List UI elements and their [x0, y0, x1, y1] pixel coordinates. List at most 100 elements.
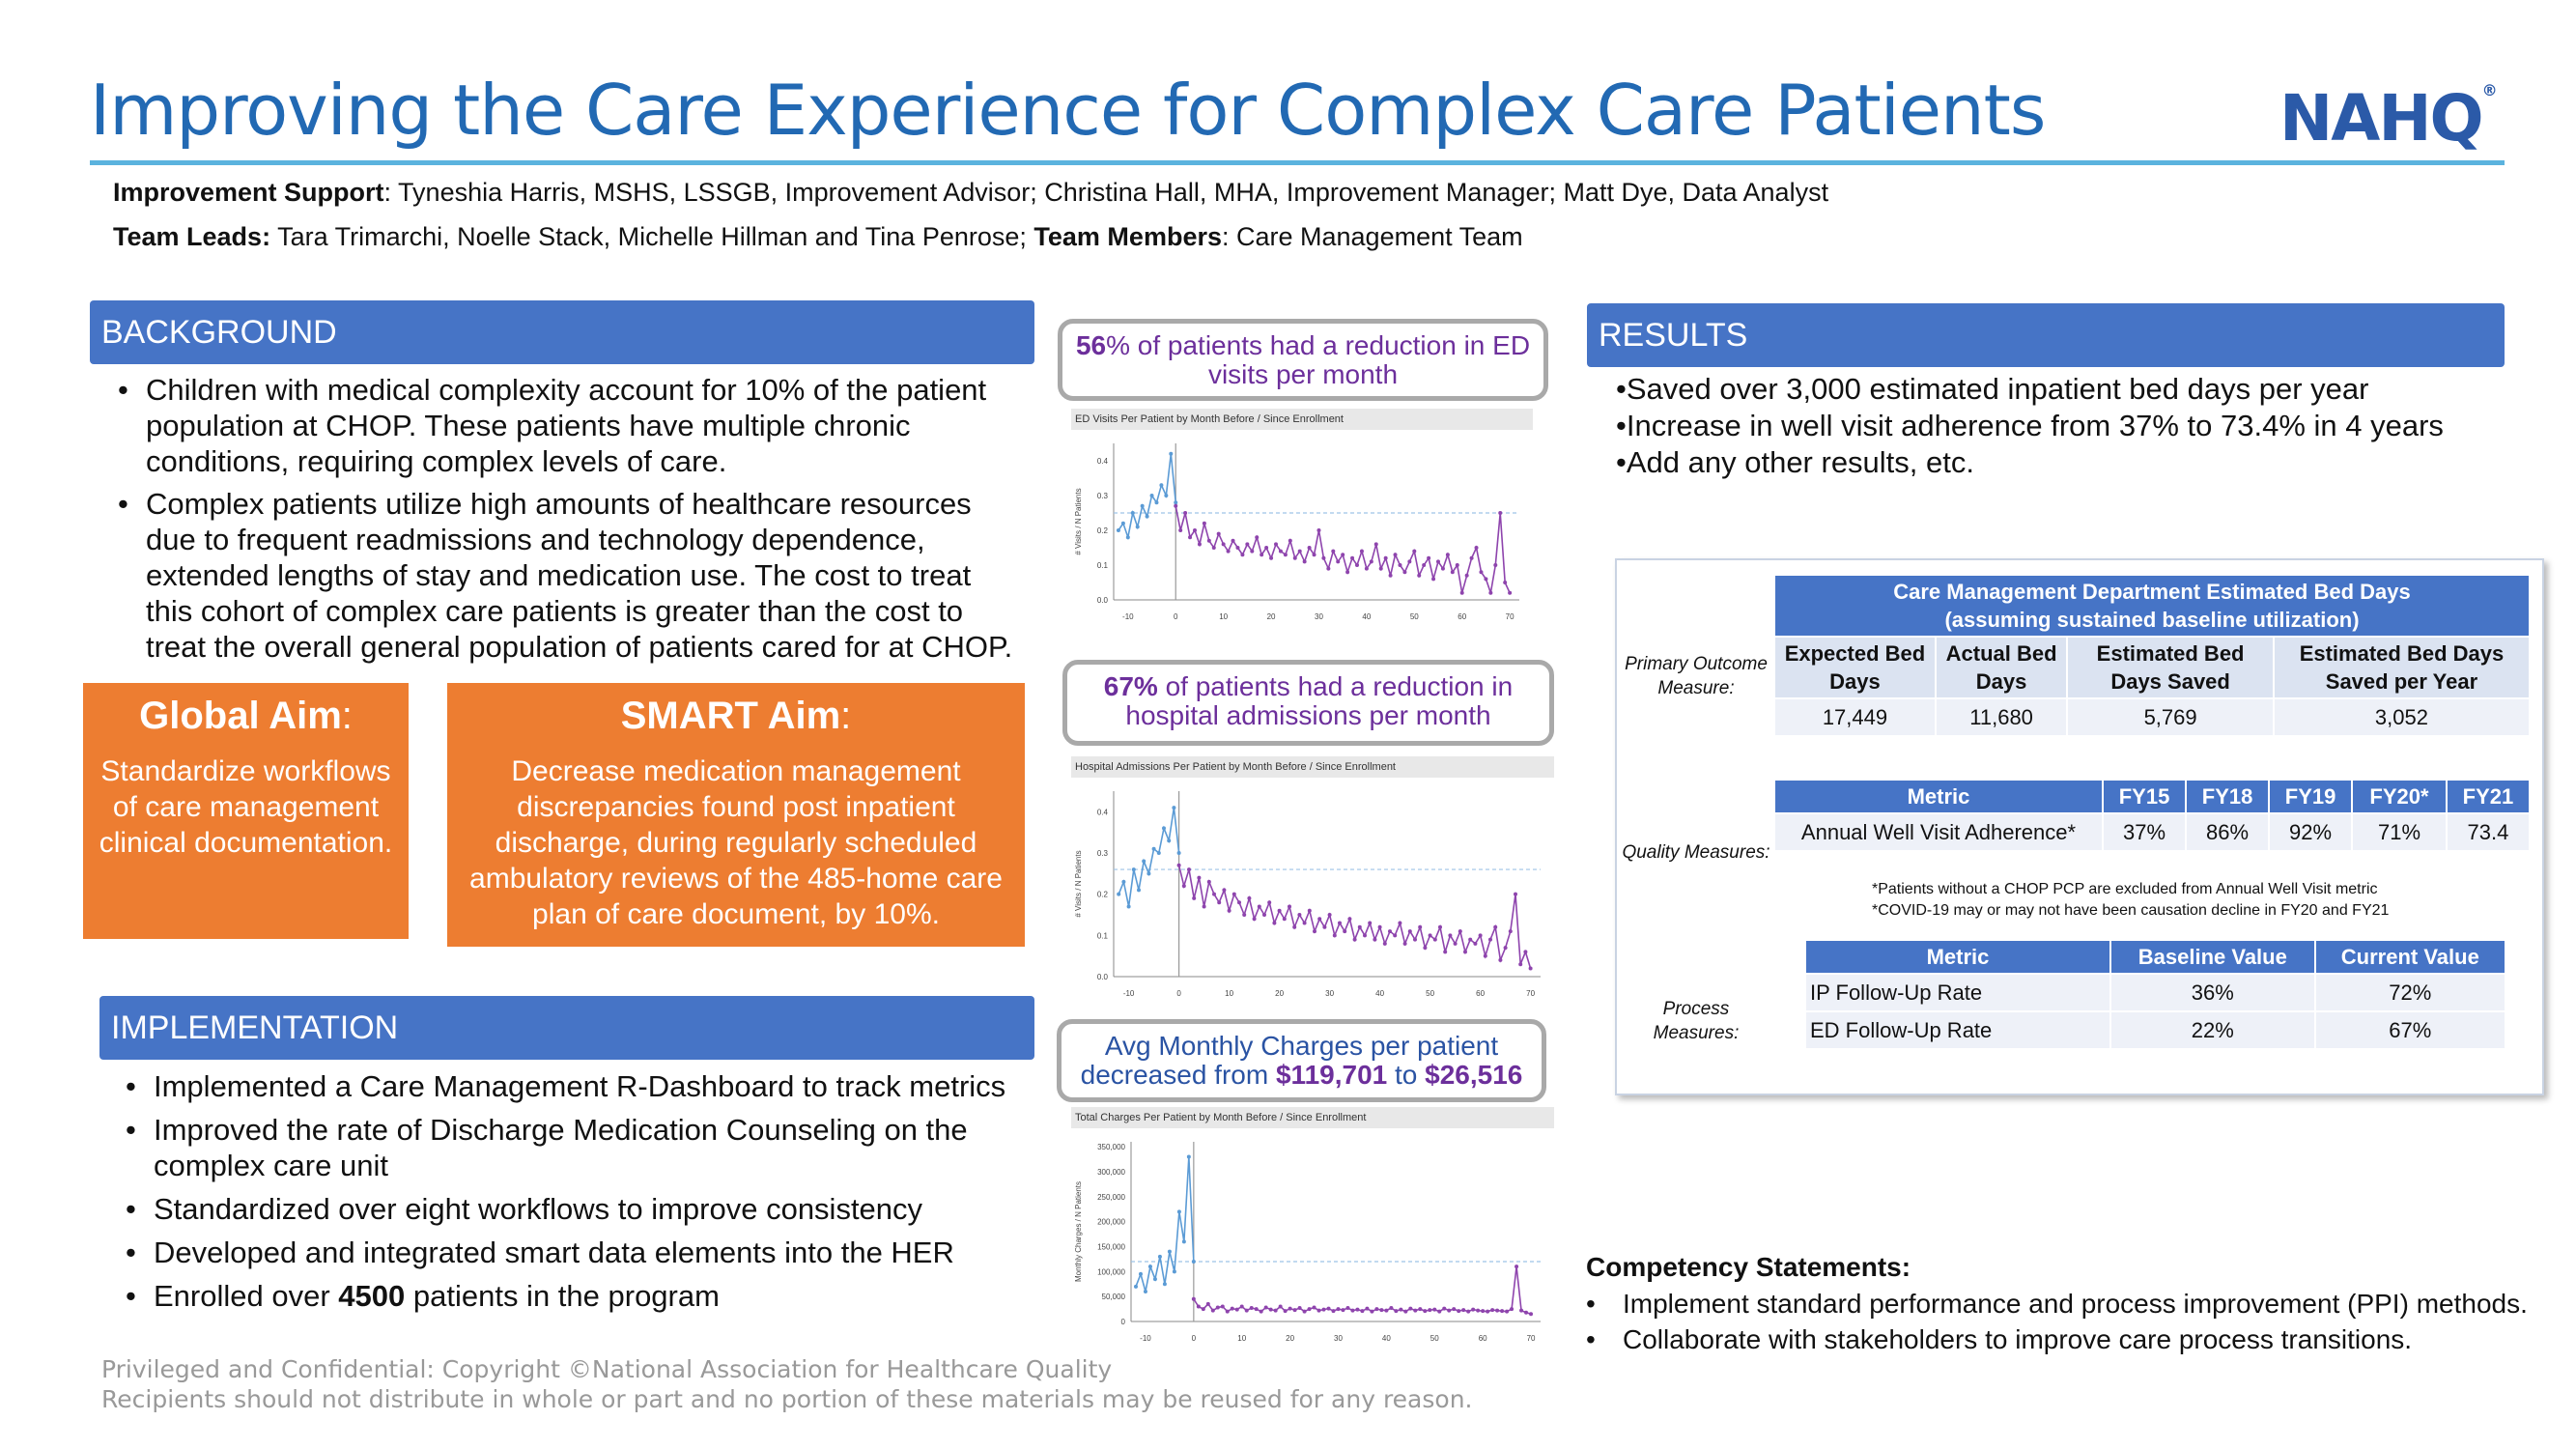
quality-measures-label: Quality Measures:	[1622, 842, 1770, 863]
point-after	[1427, 555, 1431, 560]
point-after	[1350, 1308, 1355, 1313]
point-after	[1259, 1309, 1263, 1314]
point-after	[1473, 941, 1478, 946]
point-after	[1277, 908, 1282, 913]
table-header: Current Value	[2313, 939, 2507, 975]
point-after	[1197, 875, 1202, 880]
point-after	[1488, 590, 1493, 595]
point-after	[1488, 937, 1492, 942]
point-before	[1126, 904, 1131, 909]
point-after	[1273, 1308, 1278, 1313]
table-header: Metric	[1804, 939, 2111, 975]
y-tick-label: 150,000	[1097, 1243, 1125, 1252]
smart-aim-title: SMART Aim:	[620, 695, 852, 737]
table-header: FY21	[2445, 779, 2532, 814]
leads-label: Team Leads:	[113, 222, 271, 251]
point-after	[1384, 1308, 1389, 1313]
point-after	[1313, 929, 1316, 934]
point-after	[1437, 1309, 1442, 1314]
confidential-line-1: Privileged and Confidential: Copyright ©…	[101, 1355, 1113, 1383]
point-before	[1143, 1290, 1147, 1293]
point-after	[1178, 528, 1183, 532]
point-after	[1345, 570, 1350, 575]
chart-svg: # Visits / N Patients 0.0 0.1 0.2 0.3 0.4 -10 0…	[1074, 791, 1541, 998]
point-after	[1326, 1306, 1331, 1311]
point-after	[1370, 1309, 1374, 1314]
point-after	[1402, 570, 1407, 575]
point-after	[1459, 590, 1464, 595]
point-after	[1374, 1307, 1379, 1312]
x-tick-label: 70	[1527, 1334, 1536, 1343]
point-after	[1331, 549, 1336, 554]
point-after	[1226, 549, 1231, 554]
point-after	[1428, 1308, 1432, 1313]
point-after	[1193, 528, 1197, 532]
ed-visits-chart: ED Visits Per Patient by Month Before / …	[1071, 409, 1533, 631]
point-after	[1302, 921, 1307, 925]
point-after	[1479, 570, 1484, 575]
point-after	[1237, 900, 1241, 905]
table-row: 17,449 11,680 5,769 3,052	[1773, 697, 2532, 737]
admissions-chart-title: Hospital Admissions Per Patient by Month…	[1071, 756, 1554, 778]
point-after	[1322, 924, 1327, 929]
table-row: IP Follow-Up Rate 36% 72%	[1804, 973, 2507, 1012]
point-after	[1493, 924, 1498, 929]
point-after	[1292, 555, 1297, 560]
point-after	[1217, 900, 1222, 905]
point-after	[1498, 511, 1503, 515]
point-after	[1297, 549, 1302, 554]
point-after	[1463, 950, 1467, 954]
y-axis-label: Monthly Charges / N Patients	[1074, 1181, 1083, 1282]
point-after	[1378, 566, 1383, 571]
members-label: Team Members	[1033, 222, 1222, 251]
table-cell: 73.4	[2445, 812, 2532, 852]
point-after	[1508, 590, 1513, 595]
point-after	[1341, 1308, 1345, 1313]
x-tick-label: 20	[1275, 989, 1284, 998]
point-after	[1458, 929, 1462, 934]
x-tick-label: 10	[1237, 1334, 1246, 1343]
point-after	[1402, 941, 1407, 946]
point-before	[1151, 846, 1156, 851]
point-after	[1247, 895, 1252, 900]
background-bullet: Complex patients utilize high amounts of…	[118, 486, 1016, 665]
point-after	[1508, 929, 1513, 934]
point-after	[1254, 1307, 1259, 1312]
table-cell: 22%	[2109, 1010, 2316, 1050]
table-cell: 67%	[2313, 1010, 2507, 1050]
point-after	[1422, 563, 1427, 567]
point-after	[1222, 888, 1227, 893]
point-before	[1167, 838, 1172, 843]
point-before	[1152, 1277, 1157, 1282]
y-tick-label: 0.1	[1097, 931, 1109, 940]
point-after	[1257, 904, 1261, 909]
x-tick-label: 20	[1286, 1334, 1294, 1343]
point-after	[1302, 559, 1307, 564]
quality-table: Metric FY15 FY18 FY19 FY20* FY21 Annual …	[1773, 779, 2532, 852]
point-after	[1244, 1308, 1249, 1313]
point-after	[1210, 1308, 1215, 1313]
point-after	[1240, 553, 1245, 557]
members-text: : Care Management Team	[1221, 222, 1523, 251]
point-after	[1350, 555, 1355, 560]
point-after	[1524, 1310, 1529, 1315]
x-tick-label: 50	[1426, 989, 1434, 998]
x-tick-label: 40	[1382, 1334, 1391, 1343]
point-after	[1297, 1306, 1302, 1311]
point-before	[1120, 521, 1125, 526]
series-after-line	[1193, 1266, 1532, 1316]
point-after	[1216, 531, 1221, 536]
point-after	[1432, 1307, 1437, 1312]
x-tick-label: 0	[1176, 989, 1181, 998]
competency-item: Implement standard performance and proce…	[1586, 1286, 2528, 1321]
point-after	[1474, 546, 1479, 550]
ed-chart-title: ED Visits Per Patient by Month Before / …	[1071, 409, 1533, 430]
point-after	[1220, 1304, 1225, 1309]
point-after	[1490, 1308, 1495, 1313]
y-tick-label: 0.2	[1097, 526, 1109, 535]
charges-chart-title: Total Charges Per Patient by Month Befor…	[1071, 1107, 1554, 1128]
point-after	[1503, 946, 1508, 951]
point-after	[1317, 917, 1322, 922]
point-after	[1260, 553, 1264, 557]
point-after	[1452, 1307, 1457, 1312]
